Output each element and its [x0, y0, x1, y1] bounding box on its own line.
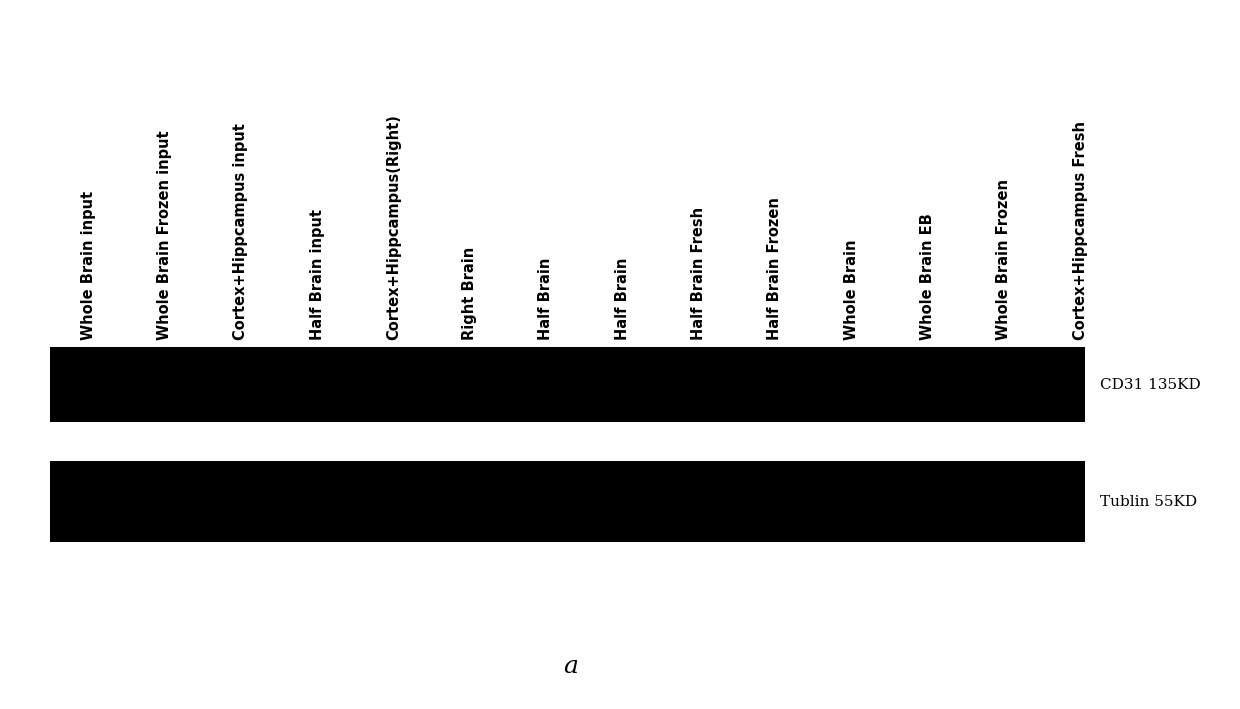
Text: a: a — [563, 655, 578, 678]
Bar — [50, 461, 1085, 542]
Text: Cortex+Hippcampus Fresh: Cortex+Hippcampus Fresh — [1073, 121, 1087, 340]
Bar — [50, 347, 1085, 422]
Text: Whole Brain: Whole Brain — [843, 240, 858, 340]
Text: Whole Brain input: Whole Brain input — [81, 191, 95, 340]
Text: Half Brain input: Half Brain input — [310, 209, 325, 340]
Text: Half Brain: Half Brain — [615, 258, 630, 340]
Text: Right Brain: Right Brain — [463, 247, 477, 340]
Text: Half Brain Frozen: Half Brain Frozen — [768, 197, 782, 340]
Text: Cortex+Hippcampus(Right): Cortex+Hippcampus(Right) — [386, 114, 401, 340]
Text: Whole Brain EB: Whole Brain EB — [920, 213, 935, 340]
Text: CD31 135KD: CD31 135KD — [1100, 378, 1200, 391]
Text: Whole Brain Frozen: Whole Brain Frozen — [996, 179, 1012, 340]
Text: Whole Brain Frozen input: Whole Brain Frozen input — [157, 130, 172, 340]
Text: Half Brain: Half Brain — [538, 258, 553, 340]
Text: Tublin 55KD: Tublin 55KD — [1100, 495, 1197, 508]
Text: Cortex+Hippcampus input: Cortex+Hippcampus input — [233, 123, 248, 340]
Text: Half Brain Fresh: Half Brain Fresh — [691, 207, 706, 340]
